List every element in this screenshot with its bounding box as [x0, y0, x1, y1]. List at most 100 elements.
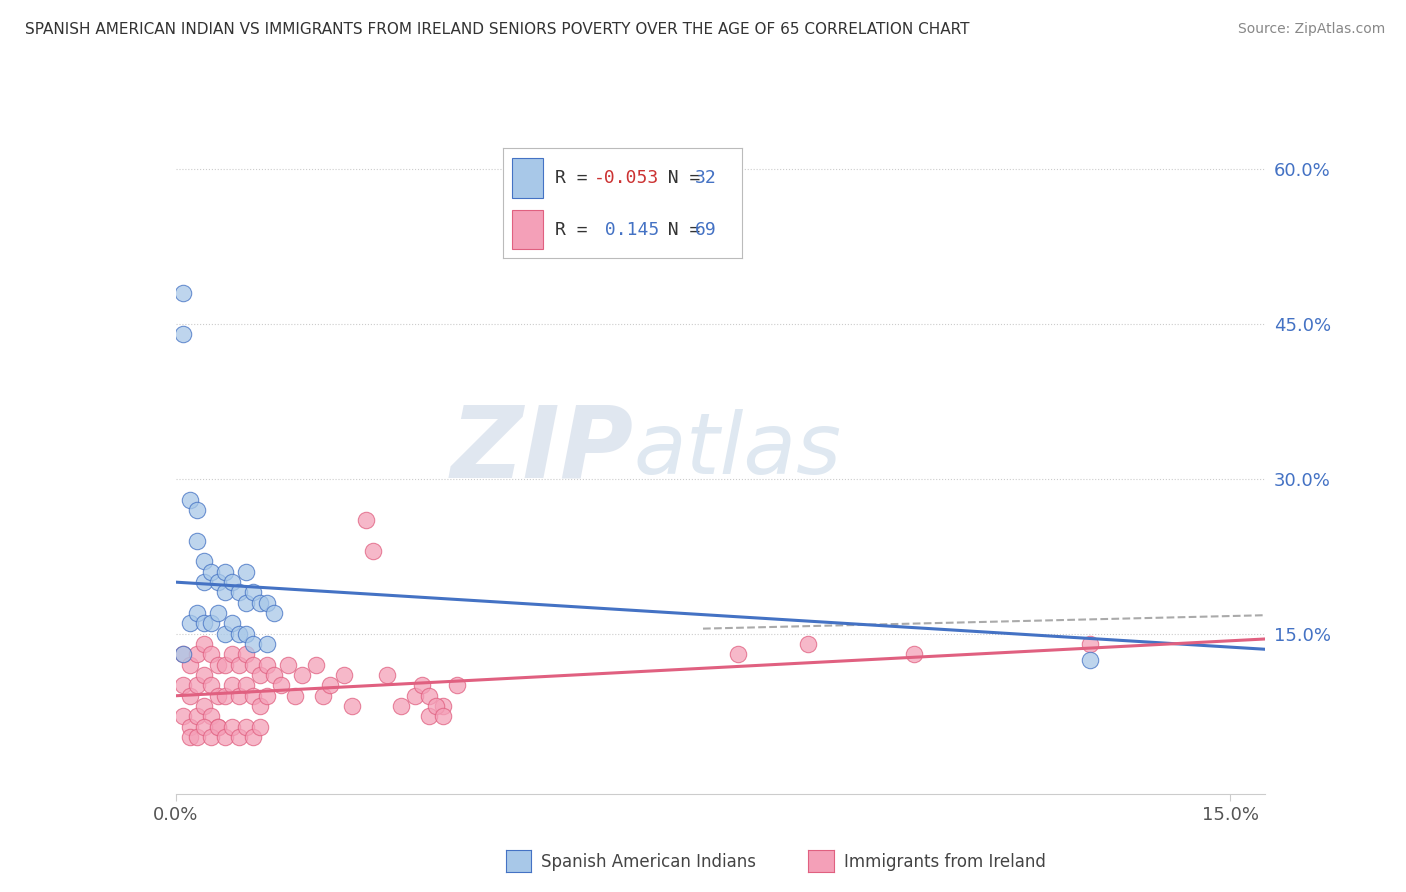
- Point: [221, 648, 243, 662]
- Point: [172, 327, 194, 342]
- Point: [235, 627, 257, 641]
- Point: [186, 678, 208, 692]
- Point: [200, 709, 222, 723]
- Point: [179, 730, 201, 744]
- Point: [172, 709, 194, 723]
- Point: [249, 720, 271, 734]
- Point: [172, 678, 194, 692]
- Text: ZIP: ZIP: [450, 402, 633, 499]
- Point: [214, 657, 236, 672]
- Point: [235, 565, 257, 579]
- Point: [270, 678, 292, 692]
- Text: Source: ZipAtlas.com: Source: ZipAtlas.com: [1237, 22, 1385, 37]
- Point: [305, 657, 328, 672]
- Point: [193, 699, 215, 714]
- Point: [200, 565, 222, 579]
- Point: [375, 668, 398, 682]
- Point: [214, 730, 236, 744]
- Point: [214, 627, 236, 641]
- Point: [193, 668, 215, 682]
- Point: [228, 627, 250, 641]
- Point: [354, 513, 377, 527]
- Point: [172, 648, 194, 662]
- Point: [207, 720, 229, 734]
- Point: [207, 606, 229, 620]
- Point: [186, 709, 208, 723]
- Point: [797, 637, 820, 651]
- Point: [214, 565, 236, 579]
- Point: [207, 657, 229, 672]
- Point: [256, 596, 278, 610]
- Point: [235, 648, 257, 662]
- Point: [186, 606, 208, 620]
- Point: [903, 648, 925, 662]
- Point: [340, 699, 363, 714]
- Point: [432, 699, 454, 714]
- Point: [727, 648, 749, 662]
- Point: [186, 503, 208, 517]
- Point: [249, 668, 271, 682]
- Point: [186, 648, 208, 662]
- Point: [172, 648, 194, 662]
- Point: [256, 637, 278, 651]
- Point: [256, 657, 278, 672]
- Point: [207, 689, 229, 703]
- Point: [193, 720, 215, 734]
- Point: [418, 689, 440, 703]
- Point: [319, 678, 342, 692]
- Point: [242, 730, 264, 744]
- Point: [228, 730, 250, 744]
- Point: [193, 554, 215, 568]
- Point: [277, 657, 299, 672]
- Point: [242, 657, 264, 672]
- Point: [1078, 637, 1101, 651]
- Point: [242, 689, 264, 703]
- Point: [228, 689, 250, 703]
- Point: [432, 709, 454, 723]
- Text: Immigrants from Ireland: Immigrants from Ireland: [844, 853, 1046, 871]
- Point: [221, 678, 243, 692]
- Point: [256, 689, 278, 703]
- Point: [284, 689, 307, 703]
- Point: [249, 699, 271, 714]
- Text: Spanish American Indians: Spanish American Indians: [541, 853, 756, 871]
- Point: [411, 678, 433, 692]
- Text: atlas: atlas: [633, 409, 841, 492]
- Point: [221, 575, 243, 590]
- Point: [1078, 652, 1101, 666]
- Point: [193, 637, 215, 651]
- Point: [389, 699, 412, 714]
- Point: [179, 492, 201, 507]
- Point: [312, 689, 335, 703]
- Point: [235, 678, 257, 692]
- Point: [291, 668, 314, 682]
- Point: [200, 648, 222, 662]
- Point: [242, 637, 264, 651]
- Point: [200, 678, 222, 692]
- Point: [228, 585, 250, 599]
- Point: [235, 720, 257, 734]
- Point: [228, 657, 250, 672]
- Point: [193, 616, 215, 631]
- Point: [172, 285, 194, 300]
- Point: [214, 689, 236, 703]
- Point: [200, 730, 222, 744]
- Text: SPANISH AMERICAN INDIAN VS IMMIGRANTS FROM IRELAND SENIORS POVERTY OVER THE AGE : SPANISH AMERICAN INDIAN VS IMMIGRANTS FR…: [25, 22, 970, 37]
- Point: [179, 657, 201, 672]
- Point: [179, 616, 201, 631]
- Point: [235, 596, 257, 610]
- Point: [263, 668, 285, 682]
- Point: [404, 689, 426, 703]
- Point: [179, 720, 201, 734]
- Point: [333, 668, 356, 682]
- Point: [361, 544, 384, 558]
- Point: [221, 616, 243, 631]
- Point: [418, 709, 440, 723]
- Point: [263, 606, 285, 620]
- Point: [186, 730, 208, 744]
- Point: [249, 596, 271, 610]
- Point: [193, 575, 215, 590]
- Point: [200, 616, 222, 631]
- Point: [221, 720, 243, 734]
- Point: [214, 585, 236, 599]
